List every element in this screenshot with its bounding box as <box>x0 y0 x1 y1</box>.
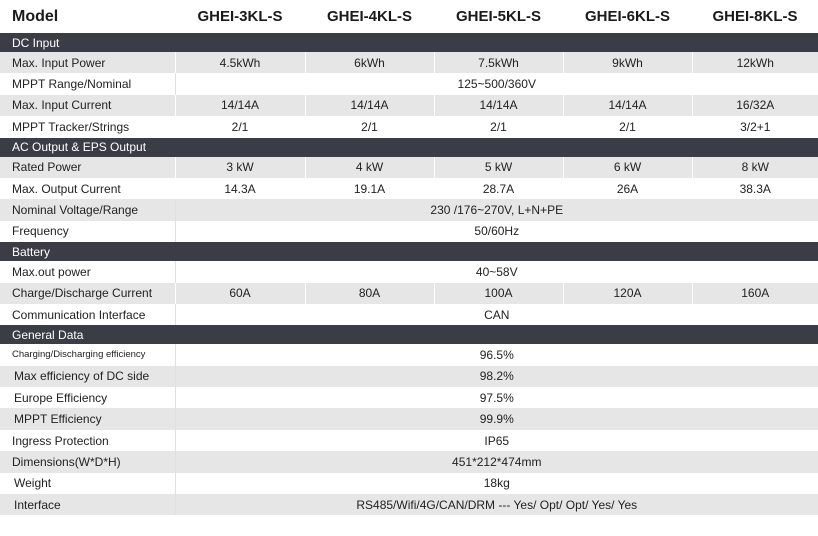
table-row: Interface RS485/Wifi/4G/CAN/DRM --- Yes/… <box>0 494 818 516</box>
row-label: Nominal Voltage/Range <box>0 199 175 221</box>
table-row: Europe Efficiency 97.5% <box>0 387 818 409</box>
row-label: MPPT Efficiency <box>0 408 175 430</box>
table-row: Ingress Protection IP65 <box>0 429 818 452</box>
cell-value: 60A <box>174 282 305 304</box>
row-label: Max efficiency of DC side <box>0 365 175 388</box>
cell-value: 97.5% <box>174 387 818 409</box>
row-label: Interface <box>0 494 175 516</box>
table-row: Rated Power 3 kW 4 kW 5 kW 6 kW 8 kW <box>0 156 818 178</box>
row-label: Max. Input Current <box>0 94 175 117</box>
section-title: General Data <box>0 325 818 345</box>
cell-value: 12kWh <box>691 52 818 74</box>
cell-value: 4 kW <box>304 156 434 178</box>
cell-value: IP65 <box>174 429 818 452</box>
table-row: Weight 18kg <box>0 472 818 495</box>
cell-value: 160A <box>691 282 818 304</box>
row-label: Europe Efficiency <box>0 387 175 409</box>
row-label: Rated Power <box>0 156 175 178</box>
row-label: Weight <box>0 472 175 495</box>
table-row: MPPT Efficiency 99.9% <box>0 408 818 430</box>
section-title: AC Output & EPS Output <box>0 137 818 157</box>
section-header-dc-input: DC Input <box>0 33 818 52</box>
cell-value: 6 kW <box>562 156 692 178</box>
table-row: Charge/Discharge Current 60A 80A 100A 12… <box>0 282 818 304</box>
cell-value: 9kWh <box>562 52 692 74</box>
cell-value: 14/14A <box>304 94 434 117</box>
cell-value: 8 kW <box>691 156 818 178</box>
table-row: MPPT Tracker/Strings 2/1 2/1 2/1 2/1 3/2… <box>0 116 818 138</box>
table-row: Max efficiency of DC side 98.2% <box>0 365 818 388</box>
table-row: Max. Input Power 4.5kWh 6kWh 7.5kWh 9kWh… <box>0 52 818 74</box>
section-header-battery: Battery <box>0 242 818 262</box>
row-label: Communication Interface <box>0 303 175 326</box>
cell-value: 96.5% <box>174 344 818 366</box>
row-label: MPPT Tracker/Strings <box>0 116 175 138</box>
cell-value: 99.9% <box>174 408 818 430</box>
cell-value: CAN <box>174 303 818 326</box>
cell-value: 16/32A <box>691 94 818 117</box>
table-row: Communication Interface CAN <box>0 303 818 326</box>
cell-value: RS485/Wifi/4G/CAN/DRM --- Yes/ Opt/ Opt/… <box>174 494 818 516</box>
table-row: Dimensions(W*D*H) 451*212*474mm <box>0 451 818 473</box>
cell-value: 6kWh <box>304 52 434 74</box>
model-column-header: GHEI-6KL-S <box>563 0 692 33</box>
table-row: Nominal Voltage/Range 230 /176~270V, L+N… <box>0 199 818 221</box>
cell-value: 120A <box>562 282 692 304</box>
cell-value: 14/14A <box>174 94 305 117</box>
cell-value: 26A <box>562 177 692 200</box>
table-row: Max. Output Current 14.3A 19.1A 28.7A 26… <box>0 177 818 200</box>
cell-value: 451*212*474mm <box>174 451 818 473</box>
cell-value: 19.1A <box>304 177 434 200</box>
model-column-header: GHEI-3KL-S <box>175 0 305 33</box>
section-header-general-data: General Data <box>0 325 818 345</box>
section-title: Battery <box>0 242 818 262</box>
cell-value: 7.5kWh <box>433 52 563 74</box>
section-header-ac-output: AC Output & EPS Output <box>0 137 818 157</box>
row-label: MPPT Range/Nominal <box>0 73 175 95</box>
table-row: Frequency 50/60Hz <box>0 220 818 243</box>
cell-value: 2/1 <box>562 116 692 138</box>
cell-value: 38.3A <box>691 177 818 200</box>
cell-value: 2/1 <box>304 116 434 138</box>
table-row: Charging/Discharging efficiency 96.5% <box>0 344 818 366</box>
cell-value: 2/1 <box>174 116 305 138</box>
cell-value: 4.5kWh <box>174 52 305 74</box>
cell-value: 28.7A <box>433 177 563 200</box>
row-label: Max. Output Current <box>0 177 175 200</box>
cell-value: 40~58V <box>174 261 818 283</box>
cell-value: 98.2% <box>174 365 818 388</box>
cell-value: 18kg <box>174 472 818 495</box>
table-row: MPPT Range/Nominal 125~500/360V <box>0 73 818 95</box>
cell-value: 2/1 <box>433 116 563 138</box>
cell-value: 14/14A <box>562 94 692 117</box>
cell-value: 50/60Hz <box>174 220 818 243</box>
row-label: Max. Input Power <box>0 52 175 74</box>
row-label: Max.out power <box>0 261 175 283</box>
row-label: Ingress Protection <box>0 429 175 452</box>
model-column-header: GHEI-8KL-S <box>692 0 818 33</box>
cell-value: 3/2+1 <box>691 116 818 138</box>
cell-value: 125~500/360V <box>174 73 818 95</box>
spec-table: Model GHEI-3KL-S GHEI-4KL-S GHEI-5KL-S G… <box>0 0 818 516</box>
model-column-header: GHEI-4KL-S <box>305 0 434 33</box>
cell-value: 100A <box>433 282 563 304</box>
table-row: Max. Input Current 14/14A 14/14A 14/14A … <box>0 94 818 117</box>
cell-value: 14/14A <box>433 94 563 117</box>
section-title: DC Input <box>0 33 818 52</box>
cell-value: 230 /176~270V, L+N+PE <box>174 199 818 221</box>
row-label: Frequency <box>0 220 175 243</box>
cell-value: 5 kW <box>433 156 563 178</box>
table-header-row: Model GHEI-3KL-S GHEI-4KL-S GHEI-5KL-S G… <box>0 0 818 33</box>
model-header: Model <box>0 0 175 33</box>
row-label: Dimensions(W*D*H) <box>0 451 175 473</box>
cell-value: 80A <box>304 282 434 304</box>
row-label: Charging/Discharging efficiency <box>0 344 175 366</box>
row-label: Charge/Discharge Current <box>0 282 175 304</box>
cell-value: 14.3A <box>174 177 305 200</box>
model-column-header: GHEI-5KL-S <box>434 0 563 33</box>
cell-value: 3 kW <box>174 156 305 178</box>
table-row: Max.out power 40~58V <box>0 261 818 283</box>
